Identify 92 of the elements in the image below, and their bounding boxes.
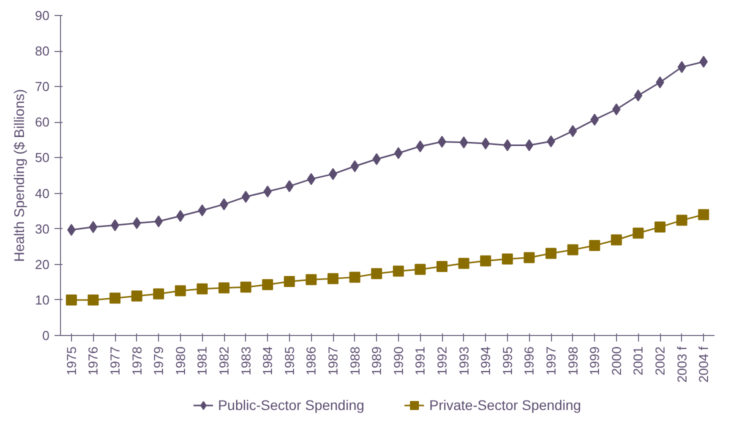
x-tick-label: 1990 xyxy=(390,346,406,376)
point xyxy=(612,103,621,116)
x-tick-label: 1981 xyxy=(194,346,210,376)
point xyxy=(481,138,490,150)
y-tick-label: 50 xyxy=(35,150,50,166)
point xyxy=(546,135,556,148)
point xyxy=(174,285,186,296)
x-tick-label: 2001 xyxy=(630,346,646,376)
x-tick-label: 1989 xyxy=(369,346,384,376)
point xyxy=(88,294,99,306)
point xyxy=(110,219,120,232)
y-tick-label: 40 xyxy=(35,186,50,201)
x-tick-label: 1976 xyxy=(86,346,101,376)
x-tick-label: 1977 xyxy=(108,346,122,376)
y-tick-label: 70 xyxy=(35,79,50,94)
y-tick-label: 80 xyxy=(35,44,50,59)
point xyxy=(589,240,600,252)
point xyxy=(306,274,317,286)
legend-label: Public-Sector Spending xyxy=(218,397,364,413)
point xyxy=(480,255,492,266)
x-tick-label: 1985 xyxy=(282,346,297,376)
x-tick-label: 1975 xyxy=(64,346,79,376)
point xyxy=(285,180,294,192)
x-tick-label: 2002 xyxy=(652,346,668,376)
point xyxy=(154,215,163,228)
y-tick-label: 60 xyxy=(35,114,50,130)
point xyxy=(676,214,688,226)
point xyxy=(503,139,512,152)
point xyxy=(153,288,164,300)
point xyxy=(262,279,274,290)
x-tick-label: 1978 xyxy=(129,346,144,376)
point xyxy=(590,114,599,126)
x-tick-label: 1998 xyxy=(565,346,580,376)
point xyxy=(392,266,404,277)
point xyxy=(131,290,142,302)
x-tick-label: 1992 xyxy=(434,346,450,376)
point xyxy=(698,209,710,220)
point xyxy=(371,268,382,280)
point xyxy=(610,234,622,246)
point xyxy=(634,90,642,102)
point xyxy=(284,276,295,287)
y-axis-title: Health Spending ($ Billions) xyxy=(11,89,28,262)
x-tick-label: 1993 xyxy=(456,346,472,376)
point xyxy=(502,254,513,265)
x-tick-label: 1988 xyxy=(347,346,362,376)
point xyxy=(436,261,448,272)
point xyxy=(632,228,644,239)
x-tick-label: 1995 xyxy=(500,346,515,376)
point xyxy=(699,56,708,68)
point xyxy=(567,244,578,256)
point xyxy=(524,252,535,264)
point xyxy=(438,136,446,148)
x-tick-label: 2004 f xyxy=(696,346,712,383)
y-tick-label: 90 xyxy=(35,8,50,23)
point xyxy=(654,222,666,233)
y-tick-label: 30 xyxy=(35,221,50,236)
point xyxy=(220,198,228,210)
x-tick-label: 1996 xyxy=(522,346,537,376)
point xyxy=(240,282,252,293)
x-tick-label: 1987 xyxy=(326,346,340,376)
x-tick-label: 2003 f xyxy=(674,346,690,383)
x-tick-label: 1994 xyxy=(478,346,494,376)
x-tick-label: 1986 xyxy=(304,346,319,376)
point xyxy=(372,153,381,166)
point xyxy=(349,272,360,283)
x-tick-label: 1980 xyxy=(172,346,188,376)
x-tick-label: 1991 xyxy=(412,346,428,376)
point xyxy=(328,273,338,284)
x-tick-label: 1999 xyxy=(587,346,602,376)
point xyxy=(218,282,230,294)
point xyxy=(328,168,338,180)
x-tick-label: 1997 xyxy=(544,346,558,376)
point xyxy=(196,283,208,294)
x-tick-label: 1983 xyxy=(238,346,254,376)
point xyxy=(414,264,426,275)
point xyxy=(66,294,77,306)
legend-label: Private-Sector Spending xyxy=(429,397,582,413)
point xyxy=(110,292,120,304)
point xyxy=(67,224,76,236)
y-tick-label: 10 xyxy=(35,292,50,308)
x-tick-label: 1979 xyxy=(151,346,166,376)
x-tick-label: 2000 xyxy=(608,346,624,376)
point xyxy=(263,186,272,198)
point xyxy=(656,76,664,88)
x-tick-label: 1982 xyxy=(216,346,232,376)
point xyxy=(458,258,470,269)
point xyxy=(546,248,556,259)
y-tick-label: 0 xyxy=(42,328,50,343)
point xyxy=(394,147,403,160)
point xyxy=(176,210,185,222)
x-tick-label: 1984 xyxy=(260,346,276,376)
y-tick-label: 20 xyxy=(35,256,50,272)
